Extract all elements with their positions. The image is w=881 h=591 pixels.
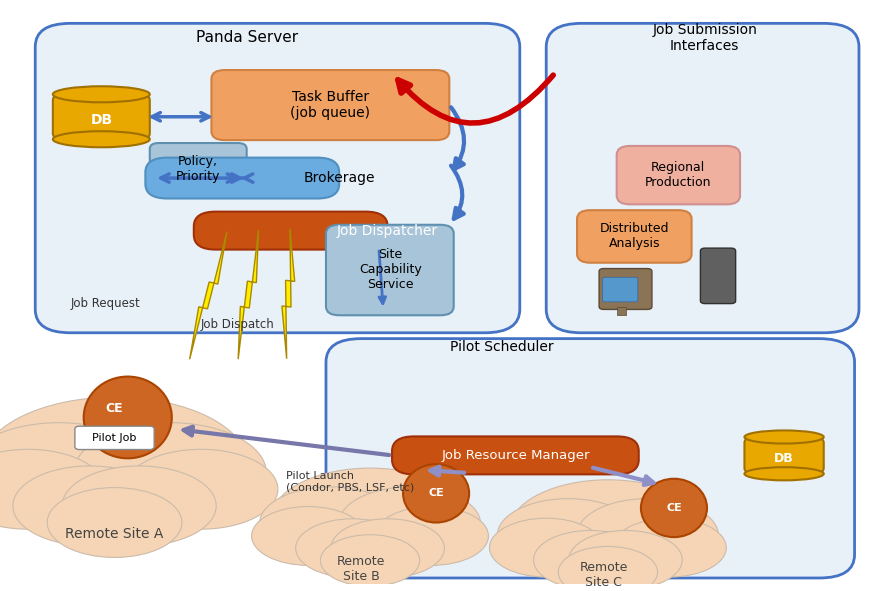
Text: Task Buffer
(job queue): Task Buffer (job queue) bbox=[291, 90, 370, 120]
Ellipse shape bbox=[375, 506, 488, 566]
Ellipse shape bbox=[0, 423, 155, 522]
Text: Remote
Site B: Remote Site B bbox=[337, 555, 385, 583]
Text: Job Submission
Interfaces: Job Submission Interfaces bbox=[652, 23, 758, 53]
Text: Brokerage: Brokerage bbox=[303, 171, 375, 185]
Text: Job Request: Job Request bbox=[70, 297, 141, 310]
Ellipse shape bbox=[490, 518, 603, 577]
FancyBboxPatch shape bbox=[194, 212, 388, 249]
FancyBboxPatch shape bbox=[211, 70, 449, 140]
FancyBboxPatch shape bbox=[326, 225, 454, 315]
FancyBboxPatch shape bbox=[744, 437, 824, 474]
Ellipse shape bbox=[48, 488, 181, 557]
Ellipse shape bbox=[321, 535, 419, 586]
Text: CE: CE bbox=[428, 488, 444, 498]
Ellipse shape bbox=[124, 449, 278, 529]
Text: CE: CE bbox=[666, 503, 682, 513]
FancyBboxPatch shape bbox=[617, 146, 740, 204]
Ellipse shape bbox=[744, 430, 824, 444]
Text: Site
Capability
Service: Site Capability Service bbox=[359, 248, 422, 291]
Text: DB: DB bbox=[774, 452, 794, 465]
Text: Pilot Job: Pilot Job bbox=[93, 433, 137, 443]
Ellipse shape bbox=[338, 487, 481, 560]
FancyBboxPatch shape bbox=[35, 24, 520, 333]
Text: Policy,
Priority: Policy, Priority bbox=[176, 155, 220, 183]
Ellipse shape bbox=[252, 506, 365, 566]
Ellipse shape bbox=[296, 519, 409, 577]
Text: Regional
Production: Regional Production bbox=[645, 161, 712, 189]
Ellipse shape bbox=[84, 376, 172, 458]
FancyBboxPatch shape bbox=[326, 339, 855, 578]
Text: Remote
Site C: Remote Site C bbox=[580, 561, 627, 589]
FancyBboxPatch shape bbox=[700, 248, 736, 304]
FancyBboxPatch shape bbox=[150, 143, 247, 196]
FancyBboxPatch shape bbox=[603, 277, 638, 302]
Polygon shape bbox=[282, 229, 295, 359]
Text: DB: DB bbox=[90, 113, 113, 126]
Ellipse shape bbox=[508, 480, 707, 583]
FancyBboxPatch shape bbox=[145, 158, 339, 199]
Ellipse shape bbox=[0, 449, 105, 529]
Bar bbox=[617, 307, 626, 315]
FancyBboxPatch shape bbox=[599, 268, 652, 310]
Ellipse shape bbox=[63, 466, 216, 546]
Ellipse shape bbox=[331, 519, 444, 577]
FancyBboxPatch shape bbox=[577, 210, 692, 263]
Polygon shape bbox=[189, 232, 227, 359]
Ellipse shape bbox=[0, 397, 249, 537]
FancyBboxPatch shape bbox=[75, 426, 154, 450]
Ellipse shape bbox=[744, 467, 824, 480]
Text: Job Dispatcher: Job Dispatcher bbox=[337, 223, 438, 238]
FancyBboxPatch shape bbox=[546, 24, 859, 333]
Text: Pilot Scheduler: Pilot Scheduler bbox=[450, 340, 554, 355]
Text: Panda Server: Panda Server bbox=[196, 31, 298, 46]
FancyBboxPatch shape bbox=[53, 95, 150, 139]
Ellipse shape bbox=[403, 464, 469, 522]
Ellipse shape bbox=[13, 466, 167, 546]
Ellipse shape bbox=[497, 499, 639, 572]
Ellipse shape bbox=[534, 531, 647, 589]
Text: Job Dispatch: Job Dispatch bbox=[201, 317, 275, 330]
Ellipse shape bbox=[641, 479, 707, 537]
Ellipse shape bbox=[53, 131, 150, 147]
Text: CE: CE bbox=[106, 402, 123, 415]
Text: Remote Site A: Remote Site A bbox=[65, 527, 164, 541]
Ellipse shape bbox=[74, 423, 266, 522]
Polygon shape bbox=[238, 230, 258, 359]
Ellipse shape bbox=[576, 499, 719, 572]
Ellipse shape bbox=[53, 86, 150, 102]
Ellipse shape bbox=[559, 547, 657, 591]
Text: Distributed
Analysis: Distributed Analysis bbox=[600, 222, 669, 251]
Ellipse shape bbox=[259, 487, 402, 560]
Ellipse shape bbox=[270, 468, 470, 571]
Text: Job Resource Manager: Job Resource Manager bbox=[441, 449, 589, 462]
FancyBboxPatch shape bbox=[392, 436, 639, 475]
Ellipse shape bbox=[569, 531, 682, 589]
Text: Pilot Launch
(Condor, PBS, LSF, etc): Pilot Launch (Condor, PBS, LSF, etc) bbox=[286, 471, 415, 492]
Ellipse shape bbox=[613, 518, 726, 577]
